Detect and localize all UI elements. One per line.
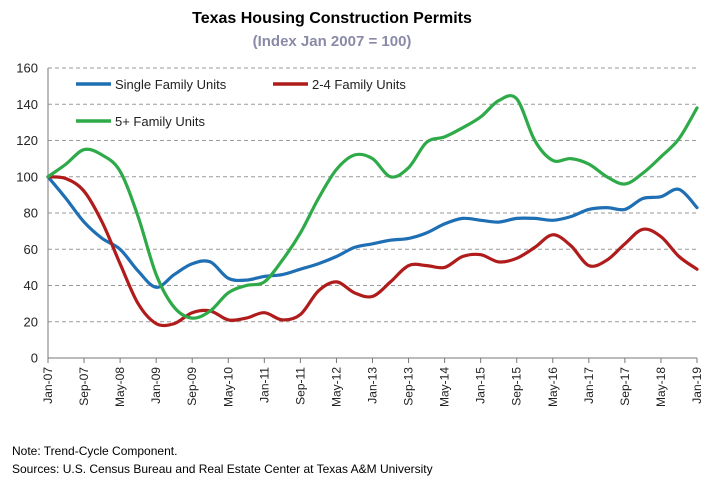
x-tick-label: Sep-07 [77,367,91,406]
x-tick-label: Jan-09 [149,367,163,404]
trend-note: Note: Trend-Cycle Component. [12,444,178,458]
y-tick-label: 120 [16,133,38,148]
gridlines [48,67,697,323]
legend-label-two-to-four-family: 2-4 Family Units [312,77,406,92]
x-tick-label: May-08 [113,367,127,407]
y-tick-label: 60 [24,242,38,257]
y-tick-label: 100 [16,169,38,184]
x-tick-label: Jan-11 [257,367,271,403]
y-tick-label: 80 [24,206,38,221]
x-tick-label: Jan-17 [582,367,596,404]
x-tick-label: Sep-15 [510,367,524,406]
x-tick-label: Sep-17 [618,367,632,406]
x-tick-label: May-12 [329,367,343,407]
legend-label-five-plus-family: 5+ Family Units [115,114,205,129]
x-tick-label: Jan-13 [366,367,380,404]
sources-note: Sources: U.S. Census Bureau and Real Est… [12,462,433,476]
x-tick-label: May-16 [546,367,560,407]
x-tick-label: Sep-09 [185,367,199,406]
chart-title: Texas Housing Construction Permits [192,10,472,27]
series-line-five-plus-family [46,94,699,320]
legend-label-single-family: Single Family Units [115,77,227,92]
x-tick-label: May-14 [438,367,452,407]
x-tick-label: May-10 [221,367,235,407]
x-tick-label: Sep-13 [402,367,416,406]
chart-subtitle: (Index Jan 2007 = 100) [253,33,412,50]
y-tick-label: 160 [16,61,38,76]
y-tick-label: 140 [16,97,38,112]
series-line-single-family [46,175,699,289]
y-tick-label: 20 [24,314,38,329]
series-line-two-to-four-family [46,175,699,328]
x-tick-label: Sep-11 [293,367,307,405]
series-lines [46,94,699,328]
x-tick-label: Jan-07 [41,367,55,404]
x-tick-label: Jan-19 [690,367,704,404]
legend: Single Family Units 2-4 Family Units 5+ Fa… [76,77,406,129]
y-tick-label: 40 [24,278,38,293]
x-tick-label: May-18 [654,367,668,407]
axes: 0 20 40 60 80 100 120 140 160 Jan-07 Sep-07 May-08 J… [16,61,704,408]
y-tick-label: 0 [31,351,38,366]
x-tick-label: Jan-15 [474,367,488,404]
